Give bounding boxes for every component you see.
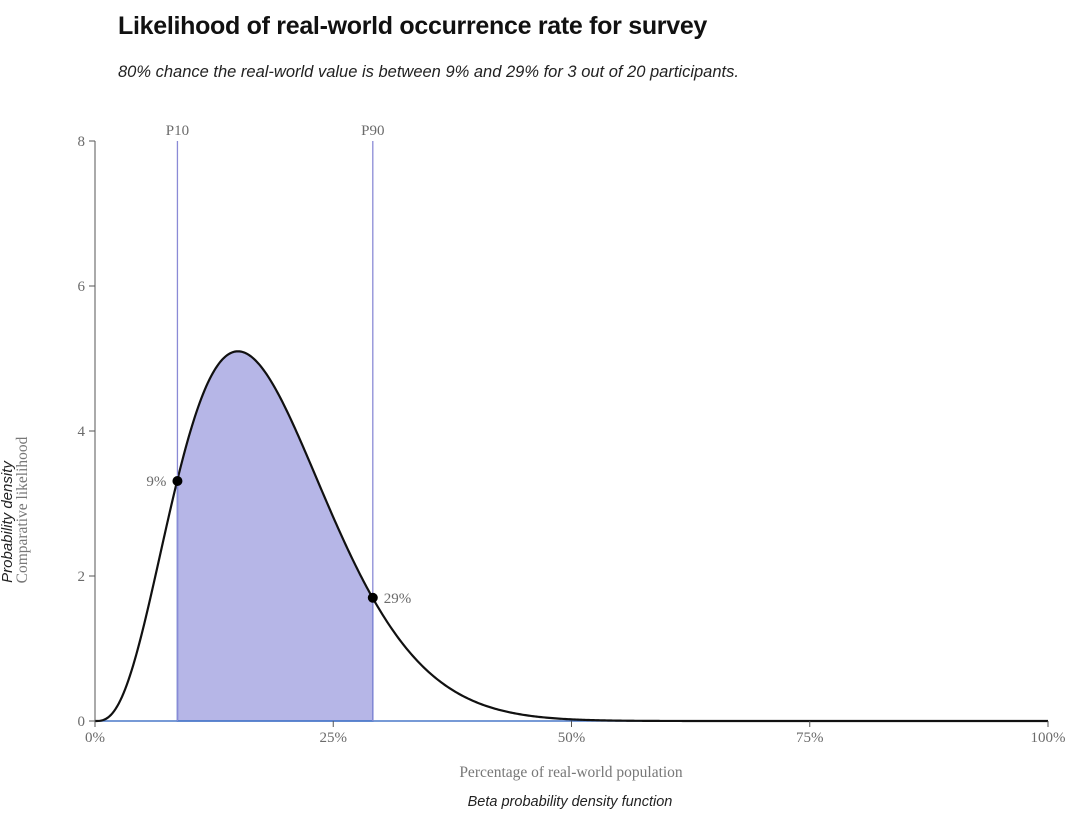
x-tick-label: 0% [85, 730, 105, 746]
y-tick-label: 2 [78, 569, 86, 585]
y-tick-label: 6 [78, 279, 86, 295]
x-tick-label: 25% [320, 730, 348, 746]
x-axis-title: Percentage of real-world population [459, 764, 683, 781]
percentile-value-label-p10: 9% [146, 474, 166, 490]
percentile-label-p90: P90 [361, 123, 384, 139]
area-layer [95, 350, 1048, 722]
percentile-value-label-p90: 29% [384, 591, 412, 607]
x-tick-label: 50% [558, 730, 586, 746]
y-axis-title: Comparative likelihood [14, 436, 31, 583]
curve-layer [94, 350, 1048, 723]
y-axis-subtitle: Probability density [0, 460, 16, 583]
axis-layer: 0 2 4 6 8 0% 25% 50% 75% 100% [78, 134, 1066, 746]
chart-title: Likelihood of real-world occurrence rate… [118, 12, 708, 40]
y-tick-label: 0 [78, 714, 86, 730]
x-tick-label: 75% [796, 730, 824, 746]
chart-caption: Beta probability density function [467, 794, 673, 810]
percentile-point-p10 [172, 476, 183, 487]
x-tick-label: 100% [1031, 730, 1066, 746]
shaded-interval-area [176, 350, 374, 722]
chart-subtitle: 80% chance the real-world value is betwe… [118, 63, 739, 81]
marker-layer: P10 9% P90 29% [146, 123, 411, 721]
y-tick-label: 4 [78, 424, 86, 440]
density-curve [94, 350, 1048, 723]
y-tick-label: 8 [78, 134, 86, 150]
percentile-point-p90 [367, 592, 378, 603]
percentile-label-p10: P10 [166, 123, 189, 139]
